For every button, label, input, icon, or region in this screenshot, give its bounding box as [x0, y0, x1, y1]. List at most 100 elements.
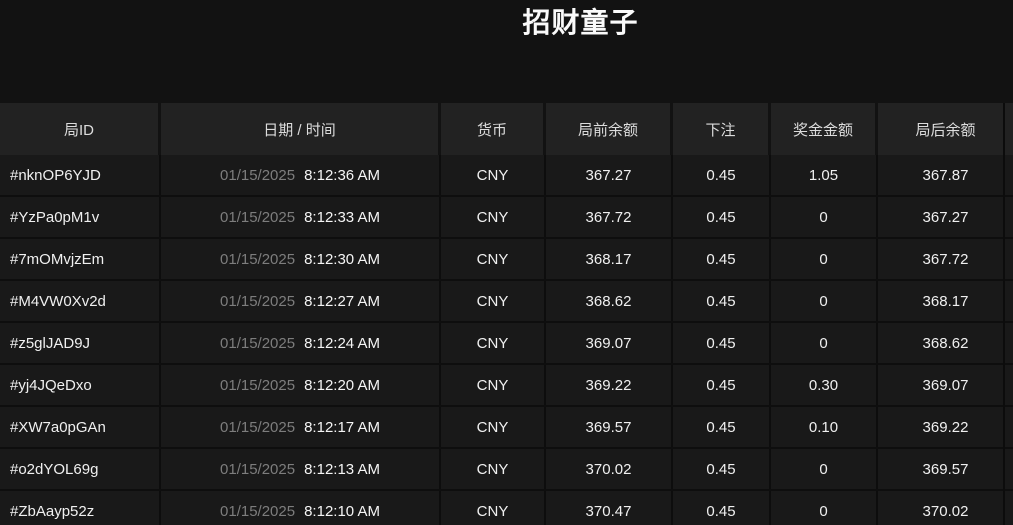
bet-cell: 0.45: [673, 365, 771, 405]
time-text: 8:12:17 AM: [304, 418, 380, 436]
bet-cell: 0.45: [673, 197, 771, 237]
right-edge-divider: [1003, 103, 1005, 525]
time-text: 8:12:30 AM: [304, 250, 380, 268]
win-amount-cell: 0: [771, 281, 878, 321]
balance-before-value: 370.02: [585, 460, 632, 478]
datetime-cell: 01/15/2025 8:12:20 AM: [161, 365, 441, 405]
datetime-cell: 01/15/2025 8:12:27 AM: [161, 281, 441, 321]
time-text: 8:12:27 AM: [304, 292, 380, 310]
date-text: 01/15/2025: [220, 502, 296, 520]
win-amount-cell: 0.10: [771, 407, 878, 447]
balance-after-cell: 370.02: [878, 491, 1013, 525]
currency-value: CNY: [476, 334, 509, 352]
bet-value: 0.45: [706, 502, 736, 520]
balance-before-cell: 370.02: [546, 449, 673, 489]
win-amount-cell: 0: [771, 491, 878, 525]
round-id-cell: #nknOP6YJD: [0, 155, 161, 195]
currency-cell: CNY: [441, 281, 546, 321]
balance-before-cell: 367.72: [546, 197, 673, 237]
round-id: #o2dYOL69g: [10, 460, 99, 478]
datetime-cell: 01/15/2025 8:12:24 AM: [161, 323, 441, 363]
balance-before-cell: 368.62: [546, 281, 673, 321]
date-text: 01/15/2025: [220, 250, 296, 268]
currency-value: CNY: [476, 292, 509, 310]
currency-value: CNY: [476, 460, 509, 478]
round-id-cell: #7mOMvjzEm: [0, 239, 161, 279]
balance-before-value: 367.72: [585, 208, 632, 226]
bet-value: 0.45: [706, 250, 736, 268]
currency-cell: CNY: [441, 155, 546, 195]
page-title: 招财童子: [522, 7, 639, 38]
win-amount-value: 1.05: [808, 166, 839, 184]
date-text: 01/15/2025: [220, 418, 296, 436]
header-cell-currency: 货币: [441, 103, 546, 155]
win-amount-cell: 0: [771, 239, 878, 279]
balance-after-value: 369.57: [922, 460, 969, 478]
currency-value: CNY: [476, 208, 509, 226]
balance-after-cell: 367.27: [878, 197, 1013, 237]
win-amount-cell: 0: [771, 197, 878, 237]
currency-value: CNY: [476, 502, 509, 520]
date-text: 01/15/2025: [220, 460, 296, 478]
balance-before-cell: 369.22: [546, 365, 673, 405]
balance-after-value: 369.22: [922, 418, 969, 436]
datetime-cell: 01/15/2025 8:12:36 AM: [161, 155, 441, 195]
table-row: #M4VW0Xv2d 01/15/2025 8:12:27 AM CNY 368…: [0, 281, 1013, 323]
currency-cell: CNY: [441, 323, 546, 363]
datetime-cell: 01/15/2025 8:12:17 AM: [161, 407, 441, 447]
balance-before-cell: 368.17: [546, 239, 673, 279]
balance-after-value: 367.87: [922, 166, 969, 184]
round-id: #YzPa0pM1v: [10, 208, 100, 226]
balance-before-value: 369.22: [585, 376, 632, 394]
win-amount-cell: 0: [771, 449, 878, 489]
win-amount-value: 0.10: [808, 418, 839, 436]
balance-before-cell: 370.47: [546, 491, 673, 525]
currency-cell: CNY: [441, 491, 546, 525]
win-amount-value: 0: [819, 460, 828, 478]
bet-value: 0.45: [706, 418, 736, 436]
balance-before-value: 370.47: [585, 502, 632, 520]
bet-value: 0.45: [706, 166, 736, 184]
balance-after-cell: 368.17: [878, 281, 1013, 321]
round-id: #M4VW0Xv2d: [10, 292, 106, 310]
currency-cell: CNY: [441, 365, 546, 405]
balance-after-cell: 369.22: [878, 407, 1013, 447]
win-amount-value: 0.30: [808, 376, 839, 394]
win-amount-cell: 0.30: [771, 365, 878, 405]
balance-before-value: 368.62: [585, 292, 632, 310]
table-row: #nknOP6YJD 01/15/2025 8:12:36 AM CNY 367…: [0, 155, 1013, 197]
round-id-cell: #XW7a0pGAn: [0, 407, 161, 447]
bet-value: 0.45: [706, 292, 736, 310]
header-cell-balance-before: 局前余额: [546, 103, 673, 155]
table-header-row: 局ID 日期 / 时间 货币 局前余额 下注 奖金金额 局后余额: [0, 103, 1013, 155]
currency-value: CNY: [476, 166, 509, 184]
bet-cell: 0.45: [673, 491, 771, 525]
header-cell-balance-after: 局后余额: [878, 103, 1013, 155]
table-row: #7mOMvjzEm 01/15/2025 8:12:30 AM CNY 368…: [0, 239, 1013, 281]
time-text: 8:12:36 AM: [304, 166, 380, 184]
time-text: 8:12:33 AM: [304, 208, 380, 226]
round-id: #ZbAayp52z: [10, 502, 95, 520]
time-text: 8:12:13 AM: [304, 460, 380, 478]
currency-value: CNY: [476, 418, 509, 436]
balance-after-value: 370.02: [922, 502, 969, 520]
balance-after-value: 369.07: [922, 376, 969, 394]
win-amount-value: 0: [819, 334, 828, 352]
datetime-cell: 01/15/2025 8:12:33 AM: [161, 197, 441, 237]
table-row: #XW7a0pGAn 01/15/2025 8:12:17 AM CNY 369…: [0, 407, 1013, 449]
balance-before-value: 368.17: [585, 250, 632, 268]
time-text: 8:12:20 AM: [304, 376, 380, 394]
balance-before-cell: 369.07: [546, 323, 673, 363]
bet-value: 0.45: [706, 334, 736, 352]
table-row: #YzPa0pM1v 01/15/2025 8:12:33 AM CNY 367…: [0, 197, 1013, 239]
header-cell-datetime: 日期 / 时间: [161, 103, 441, 155]
currency-cell: CNY: [441, 449, 546, 489]
datetime-cell: 01/15/2025 8:12:10 AM: [161, 491, 441, 525]
date-text: 01/15/2025: [220, 208, 296, 226]
round-id-cell: #ZbAayp52z: [0, 491, 161, 525]
round-id-cell: #z5glJAD9J: [0, 323, 161, 363]
time-text: 8:12:24 AM: [304, 334, 380, 352]
table-body[interactable]: #nknOP6YJD 01/15/2025 8:12:36 AM CNY 367…: [0, 155, 1013, 525]
round-id-cell: #M4VW0Xv2d: [0, 281, 161, 321]
bet-value: 0.45: [706, 376, 736, 394]
